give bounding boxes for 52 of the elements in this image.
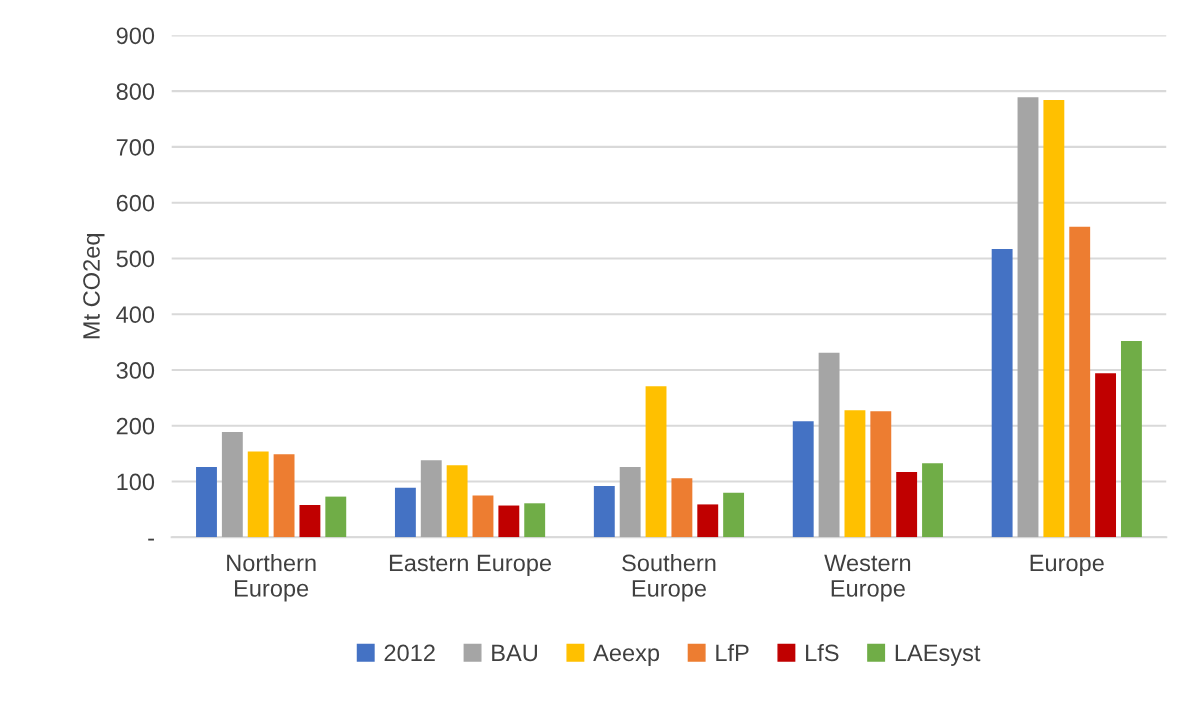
bar bbox=[697, 504, 719, 538]
x-tick-label: Northern Europe bbox=[227, 553, 316, 602]
y-tick-label: 400 bbox=[116, 306, 155, 324]
bar bbox=[645, 386, 667, 538]
bar bbox=[1095, 373, 1117, 538]
y-tick-label: 300 bbox=[116, 362, 155, 379]
bar bbox=[498, 505, 520, 538]
legend-label: 2012 bbox=[384, 644, 435, 662]
legend-label: Aeexp bbox=[593, 644, 660, 666]
bar bbox=[818, 352, 840, 538]
y-tick-label: - bbox=[148, 538, 154, 541]
legend-label: BAU bbox=[492, 644, 537, 662]
bar bbox=[870, 411, 892, 538]
bar bbox=[221, 431, 243, 538]
bar bbox=[671, 478, 693, 538]
bar bbox=[472, 495, 494, 538]
y-tick-label: 100 bbox=[117, 473, 155, 491]
bar bbox=[196, 467, 217, 538]
legend-label: LfP bbox=[716, 643, 749, 662]
x-tick-label: Western Europe bbox=[824, 554, 911, 602]
bar bbox=[394, 487, 416, 538]
bar bbox=[325, 496, 347, 538]
legend-label: LAEsyst bbox=[895, 644, 981, 666]
x-tick-label: Southern Europe bbox=[622, 553, 716, 602]
bar bbox=[524, 503, 546, 538]
bar bbox=[619, 467, 641, 538]
bar bbox=[922, 463, 943, 538]
bar bbox=[1069, 226, 1091, 538]
y-axis-title: Mt CO2eq bbox=[83, 234, 105, 339]
x-tick-label: Eastern Europe bbox=[389, 554, 552, 576]
y-tick-label: 500 bbox=[116, 250, 155, 268]
bar bbox=[1120, 340, 1142, 538]
x-tick-label: Europe bbox=[1030, 554, 1104, 576]
y-tick-label: 600 bbox=[116, 194, 155, 212]
bar bbox=[593, 486, 615, 538]
bar bbox=[273, 454, 295, 538]
bar bbox=[420, 460, 442, 538]
bar bbox=[299, 504, 321, 538]
legend-label: LfS bbox=[806, 643, 839, 662]
bar bbox=[991, 248, 1013, 538]
y-tick-label: 900 bbox=[116, 27, 155, 45]
bar bbox=[792, 421, 814, 538]
bar bbox=[1043, 100, 1065, 538]
bar bbox=[844, 410, 866, 538]
bar bbox=[1017, 97, 1039, 538]
y-tick-label: 700 bbox=[116, 138, 155, 156]
bar bbox=[723, 492, 745, 538]
bar bbox=[446, 465, 468, 538]
bar bbox=[247, 451, 269, 538]
y-tick-label: 800 bbox=[116, 83, 155, 100]
y-tick-label: 200 bbox=[116, 417, 155, 435]
bar bbox=[896, 472, 918, 538]
